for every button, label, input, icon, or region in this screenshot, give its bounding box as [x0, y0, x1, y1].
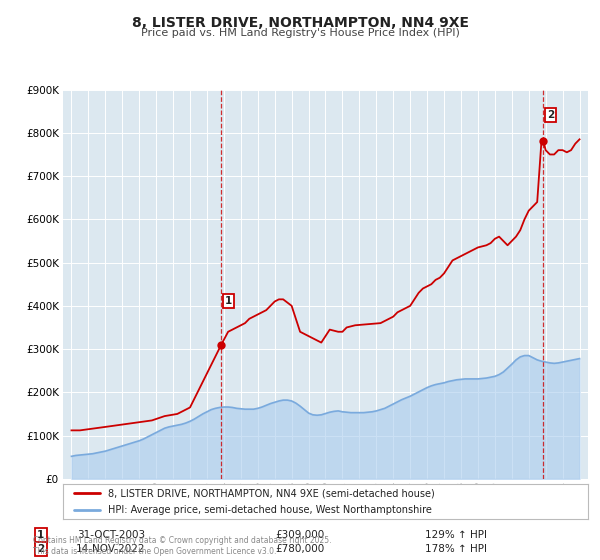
Text: 1: 1: [37, 530, 44, 540]
Text: Contains HM Land Registry data © Crown copyright and database right 2025.
This d: Contains HM Land Registry data © Crown c…: [33, 536, 331, 556]
Text: 8, LISTER DRIVE, NORTHAMPTON, NN4 9XE (semi-detached house): 8, LISTER DRIVE, NORTHAMPTON, NN4 9XE (s…: [107, 488, 434, 498]
Text: 8, LISTER DRIVE, NORTHAMPTON, NN4 9XE: 8, LISTER DRIVE, NORTHAMPTON, NN4 9XE: [131, 16, 469, 30]
Text: 31-OCT-2003: 31-OCT-2003: [77, 530, 145, 540]
Text: 178% ↑ HPI: 178% ↑ HPI: [425, 544, 487, 554]
Text: £309,000: £309,000: [275, 530, 325, 540]
Text: 1: 1: [224, 296, 232, 306]
Text: Price paid vs. HM Land Registry's House Price Index (HPI): Price paid vs. HM Land Registry's House …: [140, 28, 460, 38]
Text: 2: 2: [547, 110, 554, 120]
Text: 2: 2: [37, 544, 44, 554]
Text: 14-NOV-2022: 14-NOV-2022: [76, 544, 146, 554]
Text: 129% ↑ HPI: 129% ↑ HPI: [425, 530, 487, 540]
Text: £780,000: £780,000: [275, 544, 325, 554]
Text: HPI: Average price, semi-detached house, West Northamptonshire: HPI: Average price, semi-detached house,…: [107, 505, 431, 515]
